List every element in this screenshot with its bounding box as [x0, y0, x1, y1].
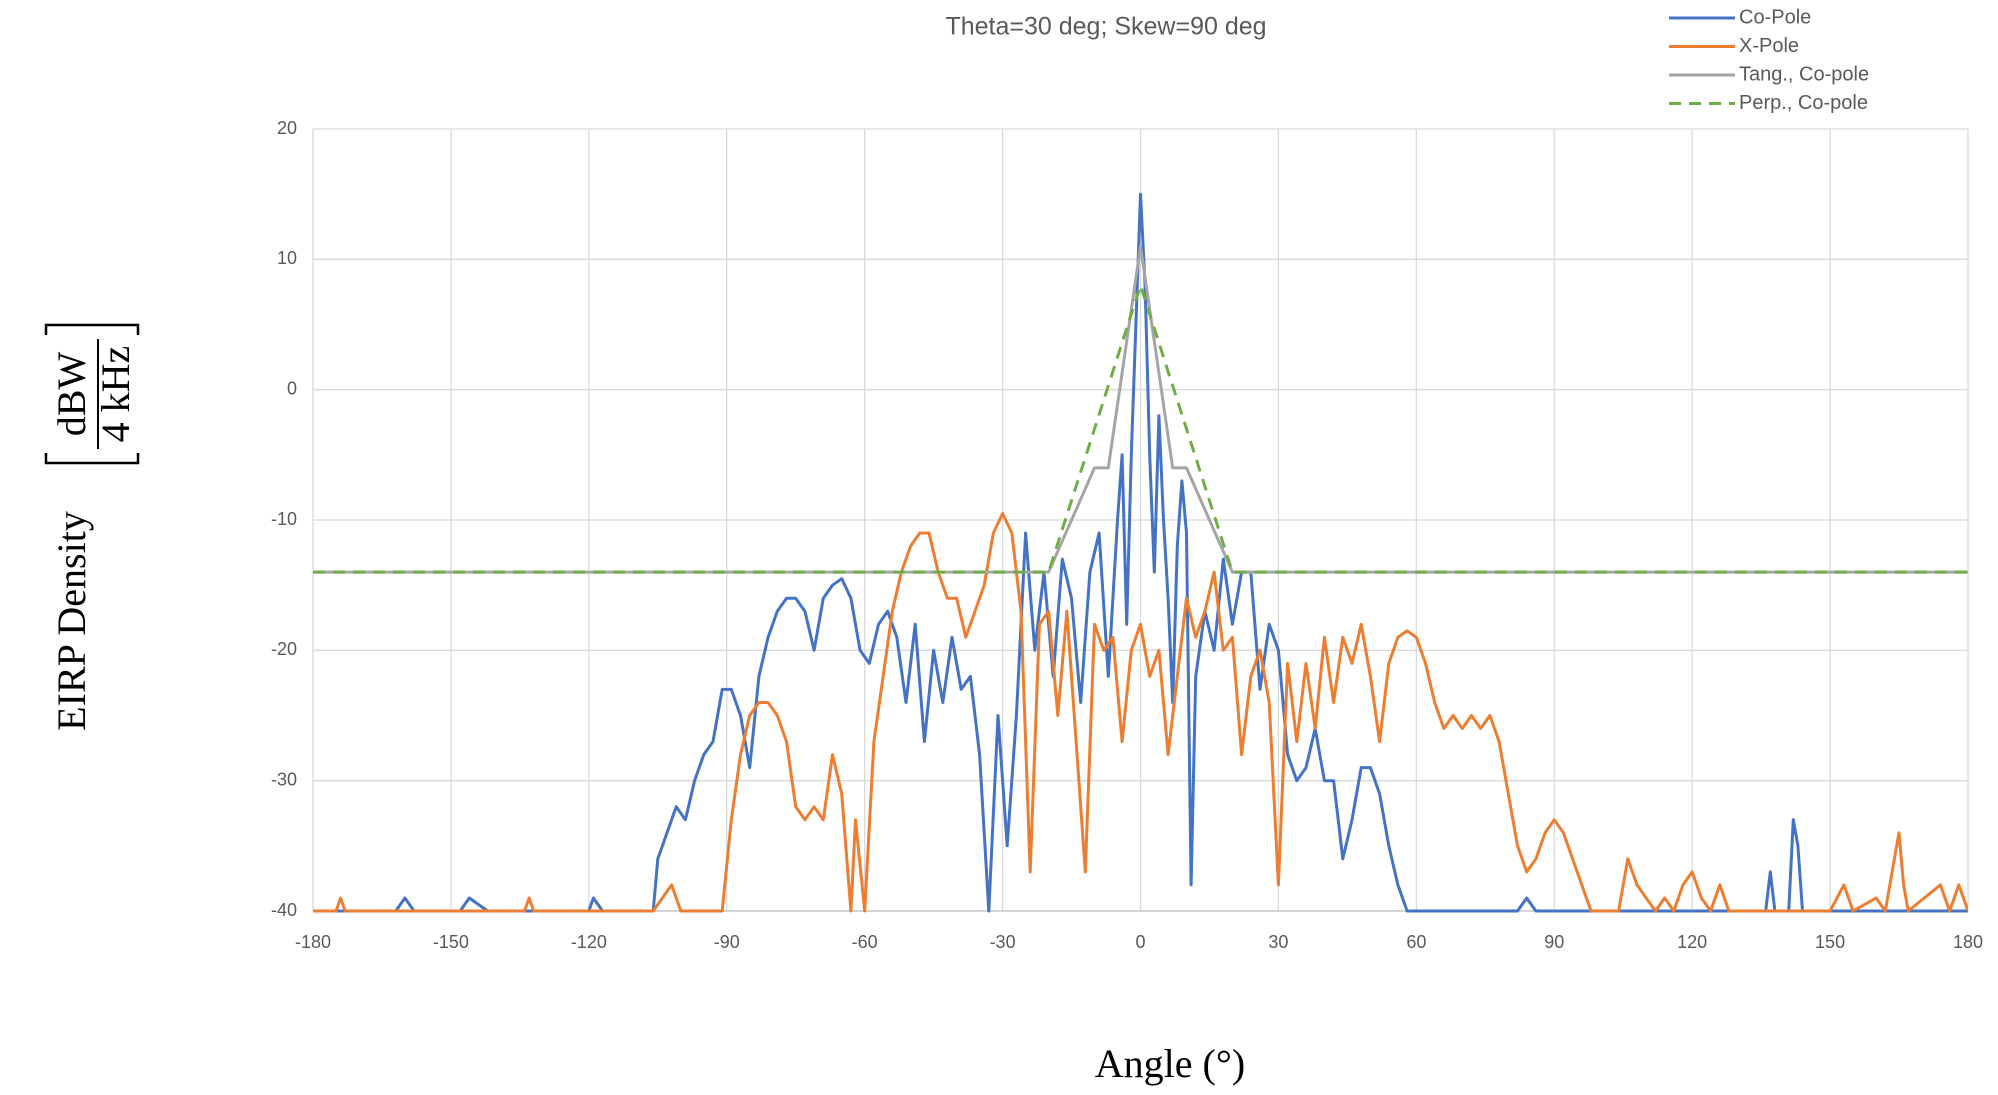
series-line: [313, 244, 1968, 574]
legend-label: Tang., Co-pole: [1739, 63, 1869, 85]
y-tick-label: 10: [277, 248, 297, 268]
x-tick-label: 30: [1268, 932, 1288, 952]
x-tick-label: 120: [1677, 932, 1707, 952]
x-tick-label: -90: [714, 932, 740, 952]
unit-brackets: [44, 323, 140, 465]
x-tick-label: 90: [1544, 932, 1564, 952]
x-tick-label: -120: [571, 932, 607, 952]
y-tick-label: 0: [287, 378, 297, 398]
y-unit-numerator: dBW: [49, 352, 94, 437]
y-tick-label: -20: [271, 639, 297, 659]
x-tick-label: -150: [433, 932, 469, 952]
legend-label: X-Pole: [1739, 35, 1799, 57]
x-tick-label: -60: [852, 932, 878, 952]
y-tick-label: -10: [271, 509, 297, 529]
legend-label: Perp., Co-pole: [1739, 92, 1868, 114]
y-tick-label: -40: [271, 900, 297, 920]
y-tick-label: -30: [271, 769, 297, 789]
x-tick-label: 150: [1815, 932, 1845, 952]
x-axis-label: Angle (°): [1095, 1041, 1245, 1086]
y-axis-label: EIRP Density: [49, 511, 94, 731]
series-line: [313, 512, 1968, 913]
series-line: [313, 192, 1968, 913]
chart-title: Theta=30 deg; Skew=90 deg: [945, 13, 1266, 41]
x-tick-label: 0: [1135, 932, 1145, 952]
legend-label: Co-Pole: [1739, 6, 1811, 28]
series-line: [313, 283, 1968, 574]
x-tick-label: -30: [990, 932, 1016, 952]
x-tick-label: -180: [295, 932, 331, 952]
y-unit-denominator: 4 kHz: [93, 346, 138, 443]
x-tick-label: 60: [1406, 932, 1426, 952]
y-axis-label-group: EIRP Density dBW 4 kHz: [44, 323, 140, 731]
y-tick-label: 20: [277, 118, 297, 138]
x-tick-label: 180: [1953, 932, 1983, 952]
plot-area: [313, 192, 1968, 913]
